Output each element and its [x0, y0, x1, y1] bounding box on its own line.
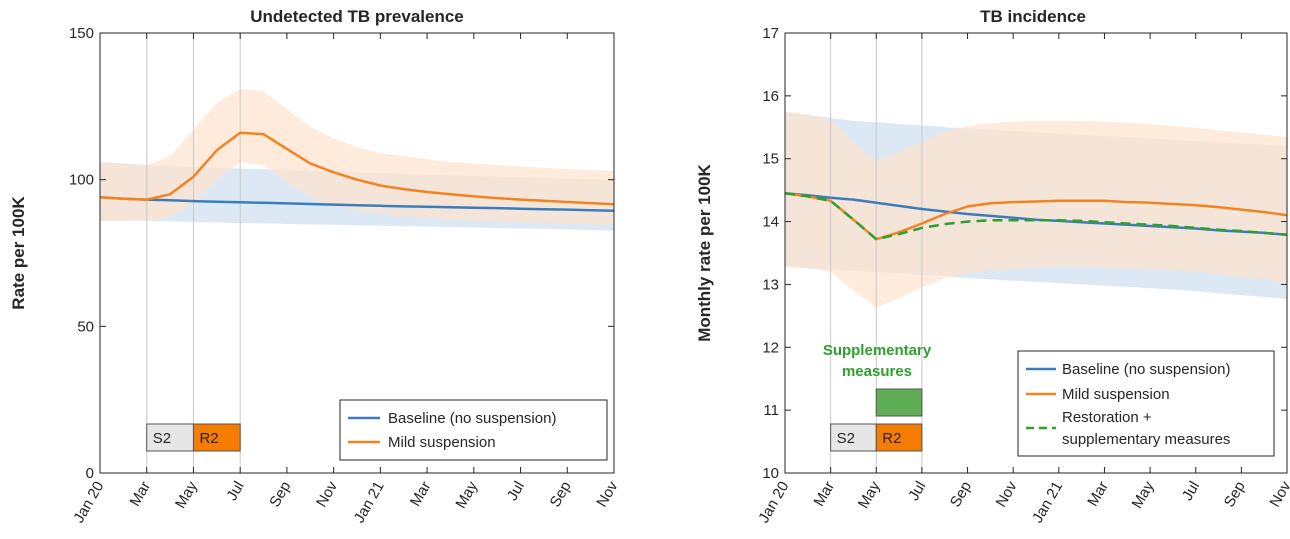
incidence-xtick-label: Sep — [947, 479, 975, 511]
prevalence-xtick-label: Nov — [593, 478, 621, 510]
incidence-ytick-label: 11 — [763, 402, 779, 419]
prevalence-ytick-label: 50 — [77, 318, 94, 335]
prevalence-xtick-label: May — [452, 478, 481, 511]
incidence-phase-box-r2 — [875, 423, 923, 452]
prevalence-legend-label: Mild suspension — [388, 434, 496, 451]
incidence-plot-frame — [784, 32, 1288, 474]
incidence-series-lines — [784, 192, 1288, 241]
incidence-band-mild — [785, 111, 1287, 308]
incidence-ytick-label: 15 — [762, 151, 779, 168]
incidence-ytick-label: 16 — [762, 88, 779, 105]
prevalence-legend-label: Baseline (no suspension) — [388, 410, 556, 427]
prevalence-line-mild — [99, 131, 615, 206]
prevalence-xtick-label: Mar — [127, 479, 155, 510]
supplementary-label-line1: Supplementary — [823, 342, 932, 359]
prevalence-legend: Baseline (no suspension) Mild suspension — [339, 399, 608, 461]
incidence-legend: Baseline (no suspension) Mild suspension R… — [1017, 350, 1275, 457]
prevalence-xtick-label: May — [172, 478, 201, 511]
prevalence-xtick-label: Sep — [547, 479, 575, 511]
incidence-xtick-label: Mar — [1084, 479, 1112, 510]
incidence-ytick-label: 13 — [762, 276, 779, 293]
incidence-phase-boxes: S2 R2 — [830, 388, 923, 452]
incidence-phase-box-s2 — [830, 423, 877, 452]
prevalence-phase-label-s2: S2 — [153, 430, 171, 447]
incidence-y-axis-label: Monthly rate per 100K — [695, 163, 714, 341]
prevalence-y-axis-label: Rate per 100K — [9, 196, 28, 310]
prevalence-legend-box — [339, 399, 608, 461]
prevalence-phase-lines — [146, 33, 241, 473]
prevalence-phase-label-r2: R2 — [199, 430, 218, 447]
incidence-phase-label-s2: S2 — [837, 430, 855, 447]
supplementary-measures-box — [875, 388, 923, 417]
incidence-phase-label-r2: R2 — [882, 430, 901, 447]
incidence-xtick-label: Jul — [905, 479, 929, 504]
incidence-ytick-label: 12 — [762, 339, 779, 356]
prevalence-ytick-label: 150 — [69, 25, 94, 42]
incidence-uncertainty-bands — [785, 111, 1287, 308]
incidence-xtick-label: May — [855, 478, 884, 511]
incidence-legend-label: supplementary measures — [1062, 431, 1230, 448]
prevalence-xtick-label: Nov — [313, 478, 341, 510]
prevalence-panel: S2 R2 0 50 100 150 Jan 20 Mar May Jul Sep Nov Jan 2… — [9, 7, 622, 526]
incidence-legend-label: Restoration + — [1062, 409, 1152, 426]
prevalence-xtick-label: Jul — [504, 479, 528, 504]
supplementary-label-line2: measures — [842, 363, 912, 380]
incidence-ytick-label: 10 — [762, 465, 779, 482]
incidence-line-mild — [784, 192, 1288, 241]
incidence-xtick-label: Nov — [993, 478, 1021, 510]
incidence-legend-label: Mild suspension — [1062, 386, 1170, 403]
incidence-xtick-label: Jan 21 — [1029, 479, 1066, 527]
incidence-ytick-label: 17 — [762, 25, 779, 42]
prevalence-series-lines — [99, 131, 615, 213]
prevalence-line-baseline — [99, 196, 615, 213]
incidence-legend-box — [1017, 350, 1275, 457]
incidence-ytick-label: 14 — [762, 214, 779, 231]
prevalence-xtick-label: Jan 21 — [351, 479, 388, 527]
prevalence-xtick-label: Mar — [407, 479, 435, 510]
incidence-xtick-label: Jan 20 — [755, 479, 792, 527]
prevalence-xtick-label: Jan 20 — [70, 479, 107, 527]
incidence-xtick-label: Mar — [810, 479, 838, 510]
prevalence-plot-frame — [99, 32, 615, 474]
incidence-title: TB incidence — [980, 7, 1086, 26]
prevalence-uncertainty-bands — [100, 88, 614, 231]
prevalence-phase-boxes: S2 R2 — [146, 423, 241, 452]
incidence-panel: S2 R2 10 11 12 13 14 15 16 17 Jan 20 Mar May Jul Sep N… — [695, 7, 1290, 526]
prevalence-band-mild — [100, 88, 614, 225]
incidence-xtick-label: Jul — [1179, 479, 1203, 504]
prevalence-ytick-label: 0 — [86, 465, 94, 482]
incidence-xtick-label: Sep — [1221, 479, 1249, 511]
prevalence-xtick-label: Jul — [223, 479, 247, 504]
prevalence-phase-box-r2 — [192, 423, 241, 452]
prevalence-xtick-label: Sep — [266, 479, 294, 511]
incidence-legend-label: Baseline (no suspension) — [1062, 361, 1230, 378]
prevalence-title: Undetected TB prevalence — [250, 7, 464, 26]
incidence-line-restoration — [784, 192, 1288, 241]
prevalence-ytick-label: 100 — [69, 172, 94, 189]
incidence-xtick-label: Nov — [1266, 478, 1290, 510]
incidence-xtick-label: May — [1129, 478, 1158, 511]
